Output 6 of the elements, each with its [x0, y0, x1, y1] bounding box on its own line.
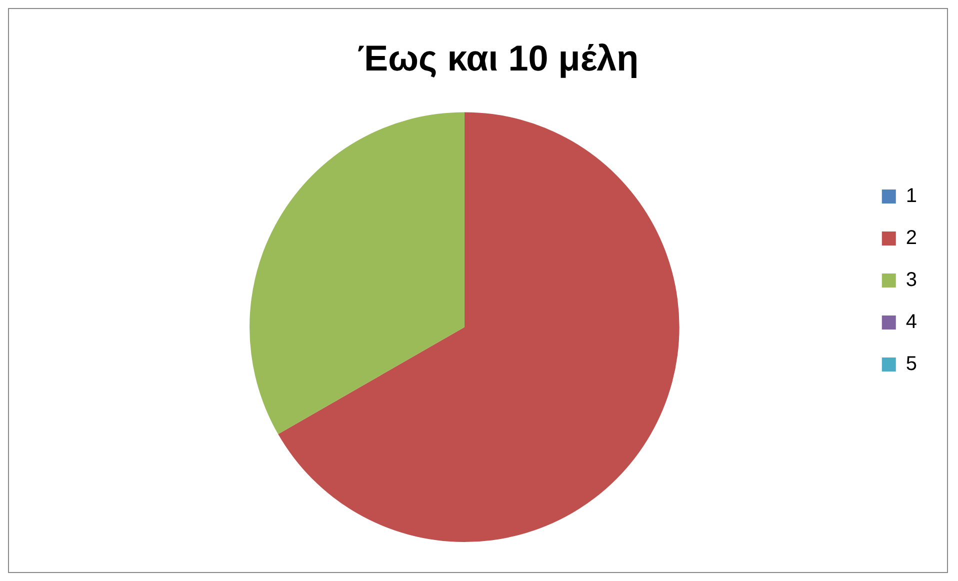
legend-label: 2	[906, 227, 917, 250]
legend-label: 3	[906, 269, 917, 292]
legend-label: 5	[906, 353, 917, 376]
legend-label: 1	[906, 185, 917, 208]
chart-title: Έως και 10 μέλη	[357, 38, 639, 79]
legend-label: 4	[906, 311, 917, 334]
